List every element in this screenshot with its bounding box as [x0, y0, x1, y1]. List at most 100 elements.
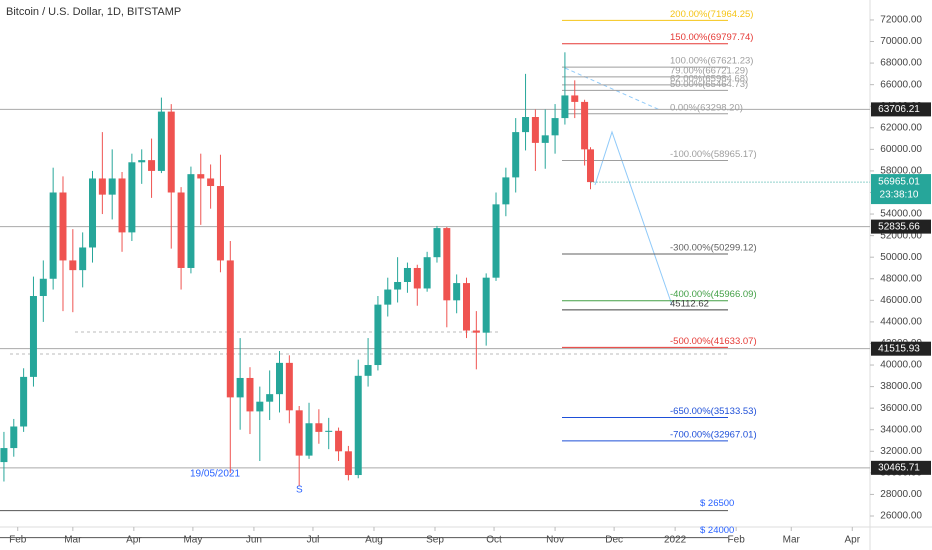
y-tick-label: 70000.00 — [880, 36, 922, 47]
level-label: -650.00%(35133.53) — [670, 406, 757, 417]
candle-body — [226, 260, 234, 398]
level-label: 150.00%(69797.74) — [670, 32, 753, 43]
level-label: 79.00%(66721.29) — [670, 65, 748, 76]
price-label-box — [871, 102, 931, 117]
candle-body — [157, 111, 165, 171]
y-tick-label: 48000.00 — [880, 273, 922, 284]
candle-body — [423, 257, 431, 289]
candle-body — [177, 192, 185, 268]
candle-body — [394, 281, 402, 290]
x-tick-label: Oct — [486, 535, 502, 546]
candle-body — [10, 426, 18, 449]
candle-body — [187, 174, 195, 268]
target-label: $ 26500 — [700, 498, 734, 509]
candle-body — [138, 160, 146, 163]
candle-body — [531, 117, 539, 143]
candle-body — [571, 95, 579, 102]
candle-body — [354, 375, 362, 476]
x-tick-label: Feb — [9, 535, 27, 546]
candle-body — [472, 330, 480, 333]
level-label: 62.00%(65984.68) — [670, 73, 748, 84]
x-tick-label: Feb — [728, 535, 746, 546]
candle-body — [148, 160, 156, 171]
y-tick-label: 60000.00 — [880, 144, 922, 155]
candle-body — [335, 430, 343, 452]
level-label: -100.00%(58965.17) — [670, 149, 757, 160]
x-tick-label: Aug — [365, 535, 383, 546]
candle-body — [69, 260, 77, 271]
candle-body — [522, 117, 530, 133]
candle-body — [108, 178, 116, 195]
x-tick-label: Mar — [783, 535, 801, 546]
y-tick-label: 26000.00 — [880, 511, 922, 522]
candle-body — [364, 365, 372, 376]
candle-body — [39, 278, 47, 297]
candle-body — [433, 228, 441, 258]
y-tick-label: 52000.00 — [880, 230, 922, 241]
level-label: 0.00%(63298.20) — [670, 102, 743, 113]
price-label-box — [871, 341, 931, 356]
x-tick-label: Apr — [845, 535, 861, 546]
x-tick-label: Mar — [64, 535, 82, 546]
x-tick-label: Sep — [426, 535, 444, 546]
level-label: -500.00%(41633.07) — [670, 336, 757, 347]
y-tick-label: 40000.00 — [880, 360, 922, 371]
level-label: 50.00%(65464.73) — [670, 79, 748, 90]
candle-body — [551, 118, 559, 136]
candle-body — [581, 101, 589, 150]
last-price-box — [871, 174, 931, 205]
y-tick-label: 58000.00 — [880, 166, 922, 177]
last-price-label: 56965.01 — [878, 177, 920, 188]
level-label: 100.00%(67621.23) — [670, 56, 753, 67]
x-tick-label: May — [183, 535, 202, 546]
candle-body — [453, 283, 461, 301]
candle-body — [315, 423, 323, 432]
y-tick-label: 66000.00 — [880, 79, 922, 90]
level-label: 200.00%(71964.25) — [670, 9, 753, 20]
projection-path — [594, 130, 673, 306]
price-label: 41515.93 — [878, 343, 920, 354]
candle-body — [374, 304, 382, 366]
y-tick-label: 72000.00 — [880, 15, 922, 26]
y-tick-label: 34000.00 — [880, 424, 922, 435]
y-tick-label: 50000.00 — [880, 252, 922, 263]
candle-body — [256, 401, 264, 412]
candle-body — [59, 192, 67, 261]
candle-body — [462, 283, 470, 331]
candle-body — [216, 186, 224, 261]
candle-body — [305, 423, 313, 456]
candle-body — [344, 451, 352, 476]
candle-body — [482, 277, 490, 333]
candle-body — [541, 135, 549, 143]
price-label: 30465.71 — [878, 462, 920, 473]
level-label: -300.00%(50299.12) — [670, 242, 757, 253]
y-tick-label: 46000.00 — [880, 295, 922, 306]
candle-body — [403, 267, 411, 282]
candle-body — [586, 149, 594, 183]
price-label-box — [871, 460, 931, 475]
y-tick-label: 44000.00 — [880, 317, 922, 328]
x-tick-label: Jul — [307, 535, 320, 546]
x-tick-label: 2022 — [664, 535, 687, 546]
x-tick-label: Nov — [546, 535, 564, 546]
x-tick-label: Dec — [605, 535, 623, 546]
candle-body — [276, 362, 284, 395]
level-label: -400.00%(45966.09) — [670, 289, 757, 300]
candle-body — [295, 410, 303, 456]
candle-body — [118, 178, 126, 233]
candle-body — [89, 178, 97, 248]
y-tick-label: 38000.00 — [880, 381, 922, 392]
candle-body — [443, 228, 451, 301]
y-tick-label: 32000.00 — [880, 446, 922, 457]
candle-body — [236, 377, 244, 398]
trend-line — [564, 67, 661, 111]
y-tick-label: 36000.00 — [880, 403, 922, 414]
candle-body — [512, 132, 520, 178]
candle-body — [197, 174, 205, 179]
y-tick-label: 28000.00 — [880, 489, 922, 500]
candle-body — [384, 289, 392, 305]
price-label-box — [871, 219, 931, 234]
candle-body — [561, 95, 569, 119]
